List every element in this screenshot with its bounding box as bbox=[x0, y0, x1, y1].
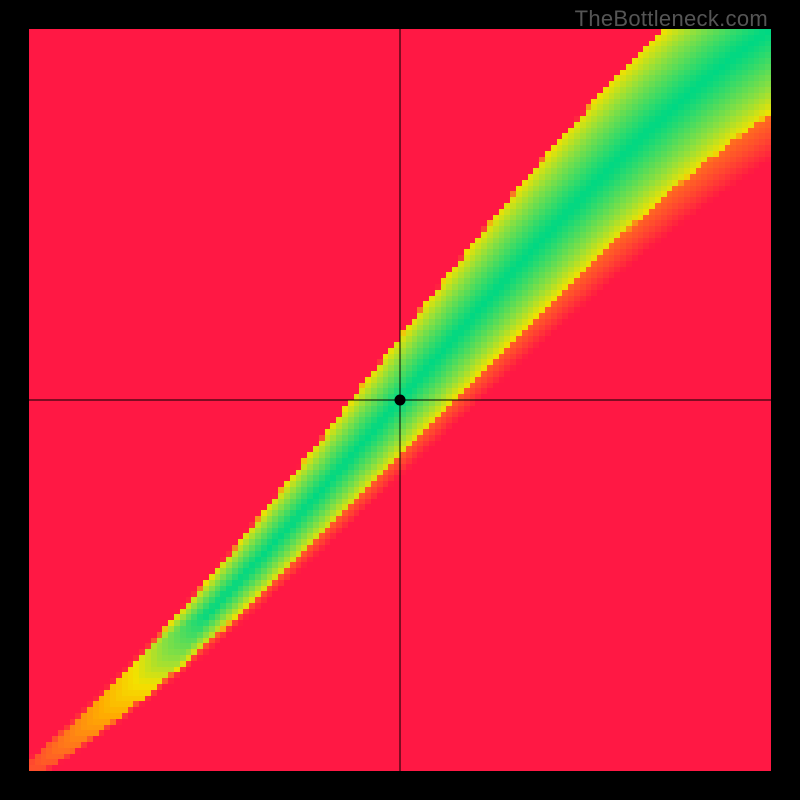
chart-container: TheBottleneck.com bbox=[0, 0, 800, 800]
heatmap-canvas bbox=[29, 29, 771, 771]
plot-area bbox=[29, 29, 771, 771]
